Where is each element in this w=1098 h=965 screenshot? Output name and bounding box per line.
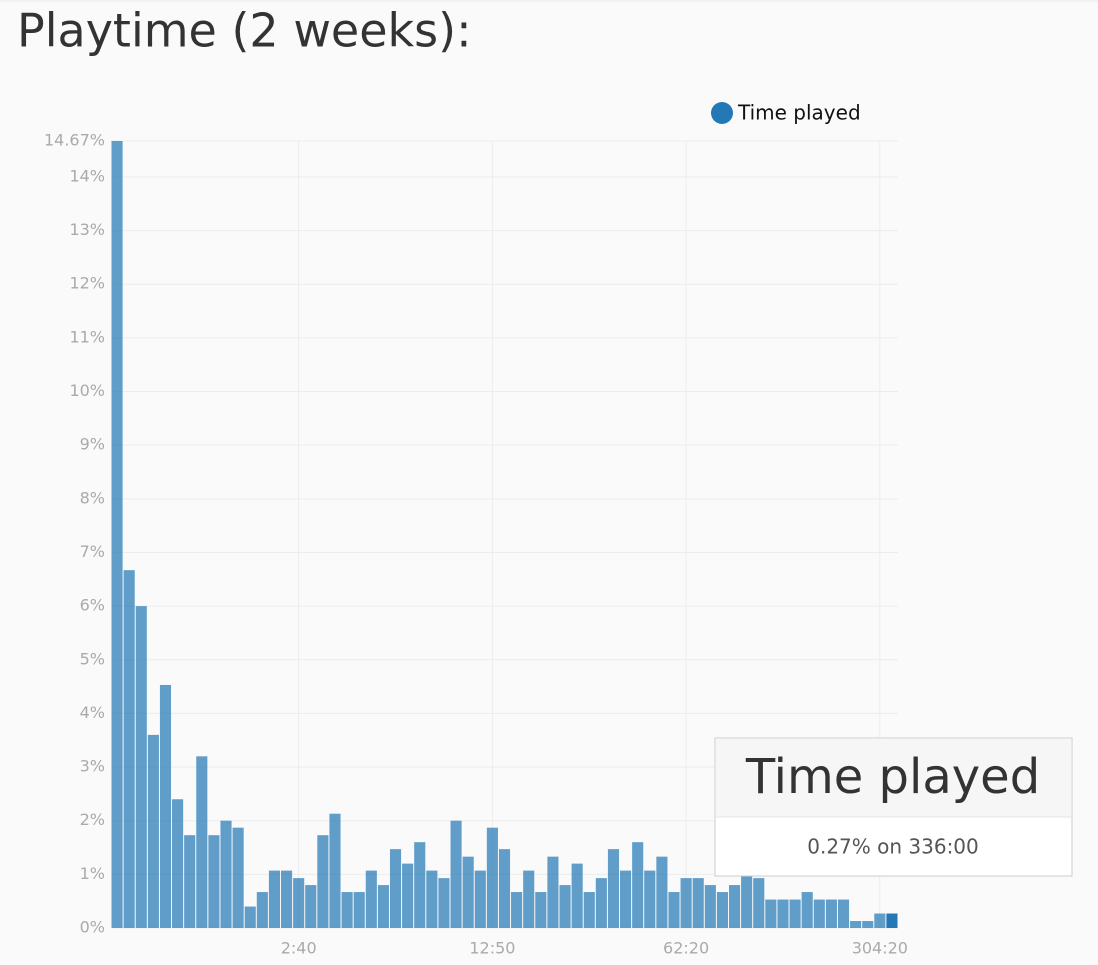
y-tick-label: 1% <box>80 864 105 883</box>
bar <box>559 885 571 928</box>
tooltip-header <box>716 739 1071 817</box>
legend-label: Time played <box>737 101 861 125</box>
bar <box>172 799 184 928</box>
bar <box>728 885 741 928</box>
y-tick-label: 14.67% <box>44 131 105 150</box>
bar <box>402 863 414 928</box>
bar <box>196 756 208 928</box>
bar <box>365 870 377 928</box>
bar <box>293 878 305 928</box>
bar <box>111 141 123 928</box>
bar <box>268 870 281 928</box>
bar <box>644 870 656 928</box>
bar <box>498 849 511 928</box>
y-tick-label: 4% <box>80 703 105 722</box>
bar <box>862 921 874 928</box>
bar <box>680 878 692 928</box>
bar <box>232 827 244 928</box>
y-tick-label: 3% <box>80 757 105 776</box>
tooltip-title: Time played <box>745 749 1040 805</box>
bar <box>837 899 850 928</box>
bar <box>753 878 765 928</box>
bar <box>547 856 559 928</box>
bar <box>123 570 135 928</box>
bar <box>886 913 898 928</box>
bar <box>208 835 220 928</box>
bar <box>450 820 462 928</box>
bar <box>511 892 523 928</box>
bar <box>474 870 486 928</box>
y-tick-label: 7% <box>80 542 105 561</box>
bar <box>414 842 426 928</box>
bar <box>595 878 607 928</box>
bar <box>571 863 583 928</box>
bar <box>801 892 813 928</box>
bar <box>692 878 704 928</box>
bar <box>765 899 777 928</box>
bar <box>317 835 329 928</box>
y-tick-label: 9% <box>80 435 105 454</box>
bar <box>389 849 402 928</box>
bar <box>341 892 353 928</box>
y-tick-label: 6% <box>80 596 105 615</box>
bar <box>281 870 293 928</box>
bar <box>244 906 256 928</box>
x-tick-label: 2:40 <box>281 939 317 958</box>
bar <box>462 856 474 928</box>
y-tick-label: 14% <box>69 166 105 185</box>
x-tick-label: 304:20 <box>852 939 908 958</box>
bar <box>147 734 159 928</box>
bar <box>850 921 862 928</box>
x-tick-label: 62:20 <box>663 939 709 958</box>
bar <box>220 820 232 928</box>
x-tick-label: 12:50 <box>469 939 515 958</box>
bar <box>668 892 680 928</box>
bar <box>256 892 268 928</box>
bar <box>426 870 438 928</box>
y-tick-label: 10% <box>69 381 105 400</box>
y-tick-label: 12% <box>69 274 105 293</box>
tooltip-text: 0.27% on 336:00 <box>807 835 979 859</box>
bar <box>353 892 365 928</box>
y-tick-label: 13% <box>69 220 105 239</box>
bar <box>813 899 825 928</box>
y-tick-label: 11% <box>69 327 105 346</box>
bar <box>874 913 886 928</box>
bar <box>656 856 668 928</box>
bar <box>583 892 595 928</box>
y-tick-label: 8% <box>80 488 105 507</box>
bar <box>305 885 317 928</box>
bar <box>632 842 644 928</box>
bar <box>704 885 716 928</box>
bar <box>329 813 341 928</box>
bar <box>438 878 450 928</box>
bar <box>523 870 535 928</box>
y-tick-label: 0% <box>80 918 105 937</box>
bar <box>789 899 801 928</box>
bar <box>377 885 389 928</box>
bar <box>620 870 632 928</box>
bar <box>184 835 196 928</box>
bar <box>741 874 753 928</box>
y-tick-label: 5% <box>80 649 105 668</box>
bar <box>607 849 620 928</box>
bar <box>535 892 547 928</box>
y-tick-label: 2% <box>80 810 105 829</box>
bar <box>777 899 789 928</box>
bar <box>159 684 172 928</box>
bar <box>486 827 498 928</box>
bar <box>135 606 147 928</box>
legend-marker <box>711 102 733 124</box>
chart-title: Playtime (2 weeks): <box>17 4 472 58</box>
bar <box>825 899 837 928</box>
bar <box>716 892 728 928</box>
